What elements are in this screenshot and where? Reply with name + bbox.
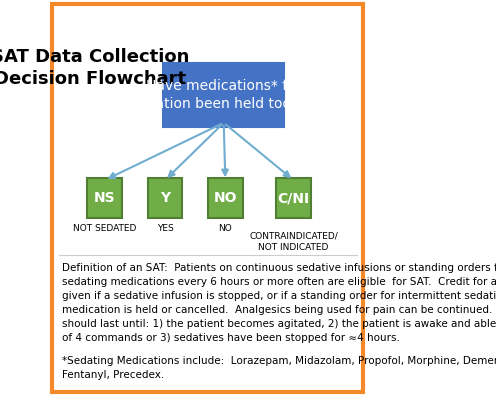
FancyBboxPatch shape [276, 178, 311, 218]
FancyBboxPatch shape [164, 63, 284, 127]
Text: NOT SEDATED: NOT SEDATED [73, 224, 136, 233]
Text: C/NI: C/NI [277, 191, 310, 205]
Text: CONTRAINDICATED/
NOT INDICATED: CONTRAINDICATED/ NOT INDICATED [249, 232, 338, 252]
FancyBboxPatch shape [208, 178, 243, 218]
Text: NO: NO [218, 224, 232, 233]
Text: YES: YES [157, 224, 174, 233]
Text: Y: Y [160, 191, 170, 205]
Text: NS: NS [94, 191, 116, 205]
Text: NO: NO [214, 191, 237, 205]
FancyBboxPatch shape [87, 178, 122, 218]
Text: Have medications* for
sedation been held today?: Have medications* for sedation been held… [131, 79, 316, 111]
Text: *Sedating Medications include:  Lorazepam, Midazolam, Propofol, Morphine, Demero: *Sedating Medications include: Lorazepam… [62, 356, 496, 381]
FancyBboxPatch shape [148, 178, 183, 218]
Text: Definition of an SAT:  Patients on continuous sedative infusions or standing ord: Definition of an SAT: Patients on contin… [62, 263, 496, 343]
Text: SAT Data Collection
Decision Flowchart: SAT Data Collection Decision Flowchart [0, 48, 189, 88]
